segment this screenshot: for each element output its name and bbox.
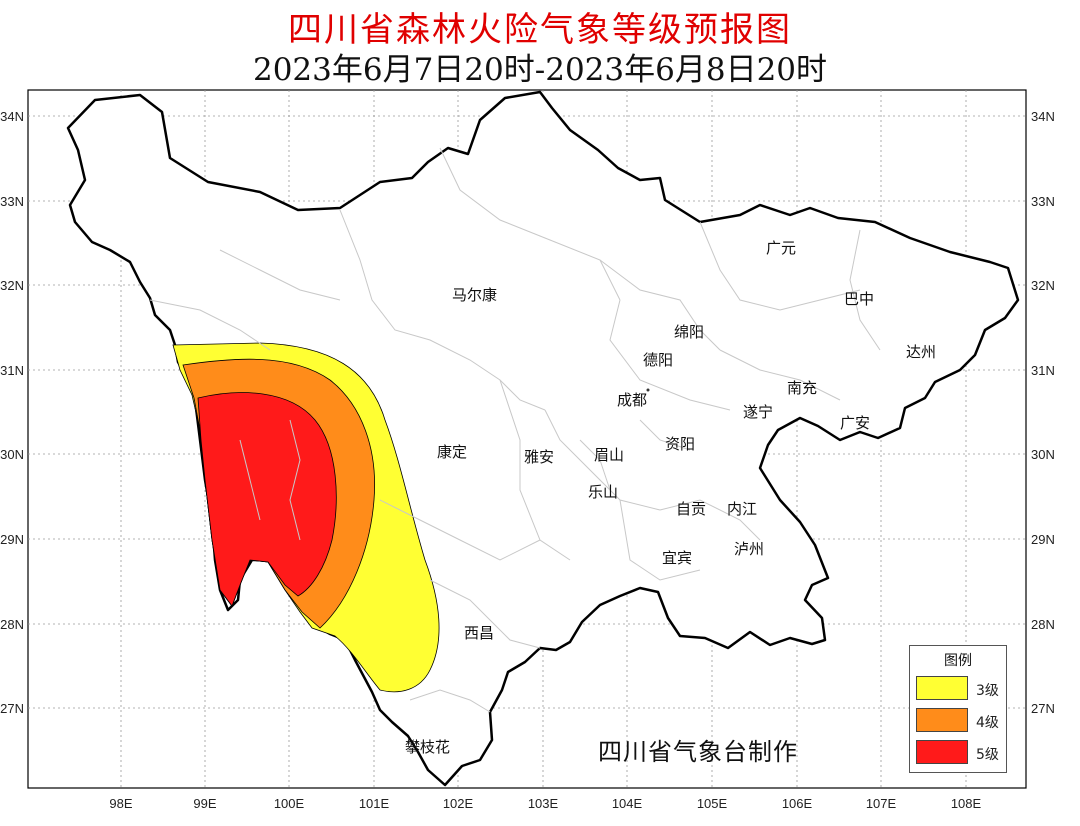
city-label-mianyang: 绵阳 [674, 323, 704, 341]
city-label-kangding: 康定 [437, 443, 467, 461]
risk-zone-level-5 [197, 392, 337, 607]
legend-label-level-5: 5级 [976, 747, 999, 763]
city-labels: 广元 巴中 马尔康 绵阳 达州 德阳 南充 成都 遂宁 广安 康定 雅安 眉山 … [405, 239, 936, 756]
producer-credit: 四川省气象台制作 [598, 738, 798, 766]
latitude-ticks-left: 34N 33N 32N 31N 30N 29N 28N 27N [0, 109, 24, 716]
lat-tick-label: 30N [1031, 447, 1055, 462]
city-label-maerkang: 马尔康 [452, 286, 497, 304]
city-label-suining: 遂宁 [743, 403, 773, 421]
lat-tick-label: 32N [1031, 278, 1055, 293]
lat-tick-label: 31N [0, 363, 24, 378]
city-label-meishan: 眉山 [594, 446, 624, 464]
legend-swatch-level-3 [916, 676, 968, 700]
city-label-bazhong: 巴中 [844, 290, 874, 308]
city-label-zigong: 自贡 [676, 500, 706, 518]
lat-tick-label: 32N [0, 278, 24, 293]
lat-tick-label: 28N [0, 617, 24, 632]
city-markers [646, 388, 650, 392]
legend-item-level-4: 4级 [914, 708, 1004, 734]
lon-tick-label: 98E [109, 796, 132, 811]
city-label-guangyuan: 广元 [766, 239, 796, 257]
lon-tick-label: 107E [866, 796, 897, 811]
prefecture-boundaries [149, 147, 881, 713]
lon-tick-label: 104E [612, 796, 643, 811]
legend-swatch-level-5 [916, 740, 968, 764]
lat-tick-label: 34N [1031, 109, 1055, 124]
city-label-panzhihua: 攀枝花 [405, 738, 450, 756]
longitude-ticks: 98E 99E 100E 101E 102E 103E 104E 105E 10… [109, 796, 981, 811]
city-label-leshan: 乐山 [588, 483, 618, 501]
legend-label-level-3: 3级 [976, 683, 999, 699]
city-label-chengdu: 成都 [617, 391, 647, 409]
city-label-xichang: 西昌 [464, 624, 494, 642]
legend-item-level-3: 3级 [914, 676, 1004, 702]
lat-tick-label: 31N [1031, 363, 1055, 378]
lon-tick-label: 103E [528, 796, 559, 811]
lon-tick-label: 108E [951, 796, 982, 811]
lon-tick-label: 106E [782, 796, 813, 811]
lat-tick-label: 30N [0, 447, 24, 462]
map-frame [27, 89, 1027, 789]
lon-tick-label: 100E [274, 796, 305, 811]
city-label-ziyang: 资阳 [665, 435, 695, 453]
lat-tick-label: 27N [1031, 701, 1055, 716]
lat-tick-label: 29N [1031, 532, 1055, 547]
city-label-dazhou: 达州 [906, 343, 936, 361]
city-label-yaan: 雅安 [524, 448, 554, 466]
latitude-ticks-right: 34N 33N 32N 31N 30N 29N 28N 27N [1031, 109, 1055, 716]
map-title: 四川省森林火险气象等级预报图 [288, 10, 792, 50]
lon-tick-label: 99E [193, 796, 216, 811]
lat-tick-label: 29N [0, 532, 24, 547]
map-legend: 图例 3级 4级 5级 [909, 645, 1007, 773]
legend-label-level-4: 4级 [976, 715, 999, 731]
forecast-period: 2023年6月7日20时-2023年6月8日20时 [252, 52, 828, 88]
legend-title: 图例 [944, 653, 972, 669]
city-label-guangan: 广安 [840, 414, 870, 432]
city-label-deyang: 德阳 [643, 351, 673, 369]
lat-tick-label: 33N [1031, 194, 1055, 209]
lat-tick-label: 34N [0, 109, 24, 124]
legend-swatch-level-4 [916, 708, 968, 732]
lat-tick-label: 27N [0, 701, 24, 716]
legend-item-level-5: 5级 [914, 740, 1004, 766]
lon-tick-label: 102E [443, 796, 474, 811]
city-label-yibin: 宜宾 [662, 549, 692, 567]
city-label-neijiang: 内江 [727, 500, 757, 518]
city-label-nanchong: 南充 [787, 379, 817, 397]
lon-tick-label: 105E [697, 796, 728, 811]
lon-tick-label: 101E [359, 796, 390, 811]
lat-tick-label: 28N [1031, 617, 1055, 632]
lat-tick-label: 33N [0, 194, 24, 209]
city-label-luzhou: 泸州 [734, 540, 764, 558]
